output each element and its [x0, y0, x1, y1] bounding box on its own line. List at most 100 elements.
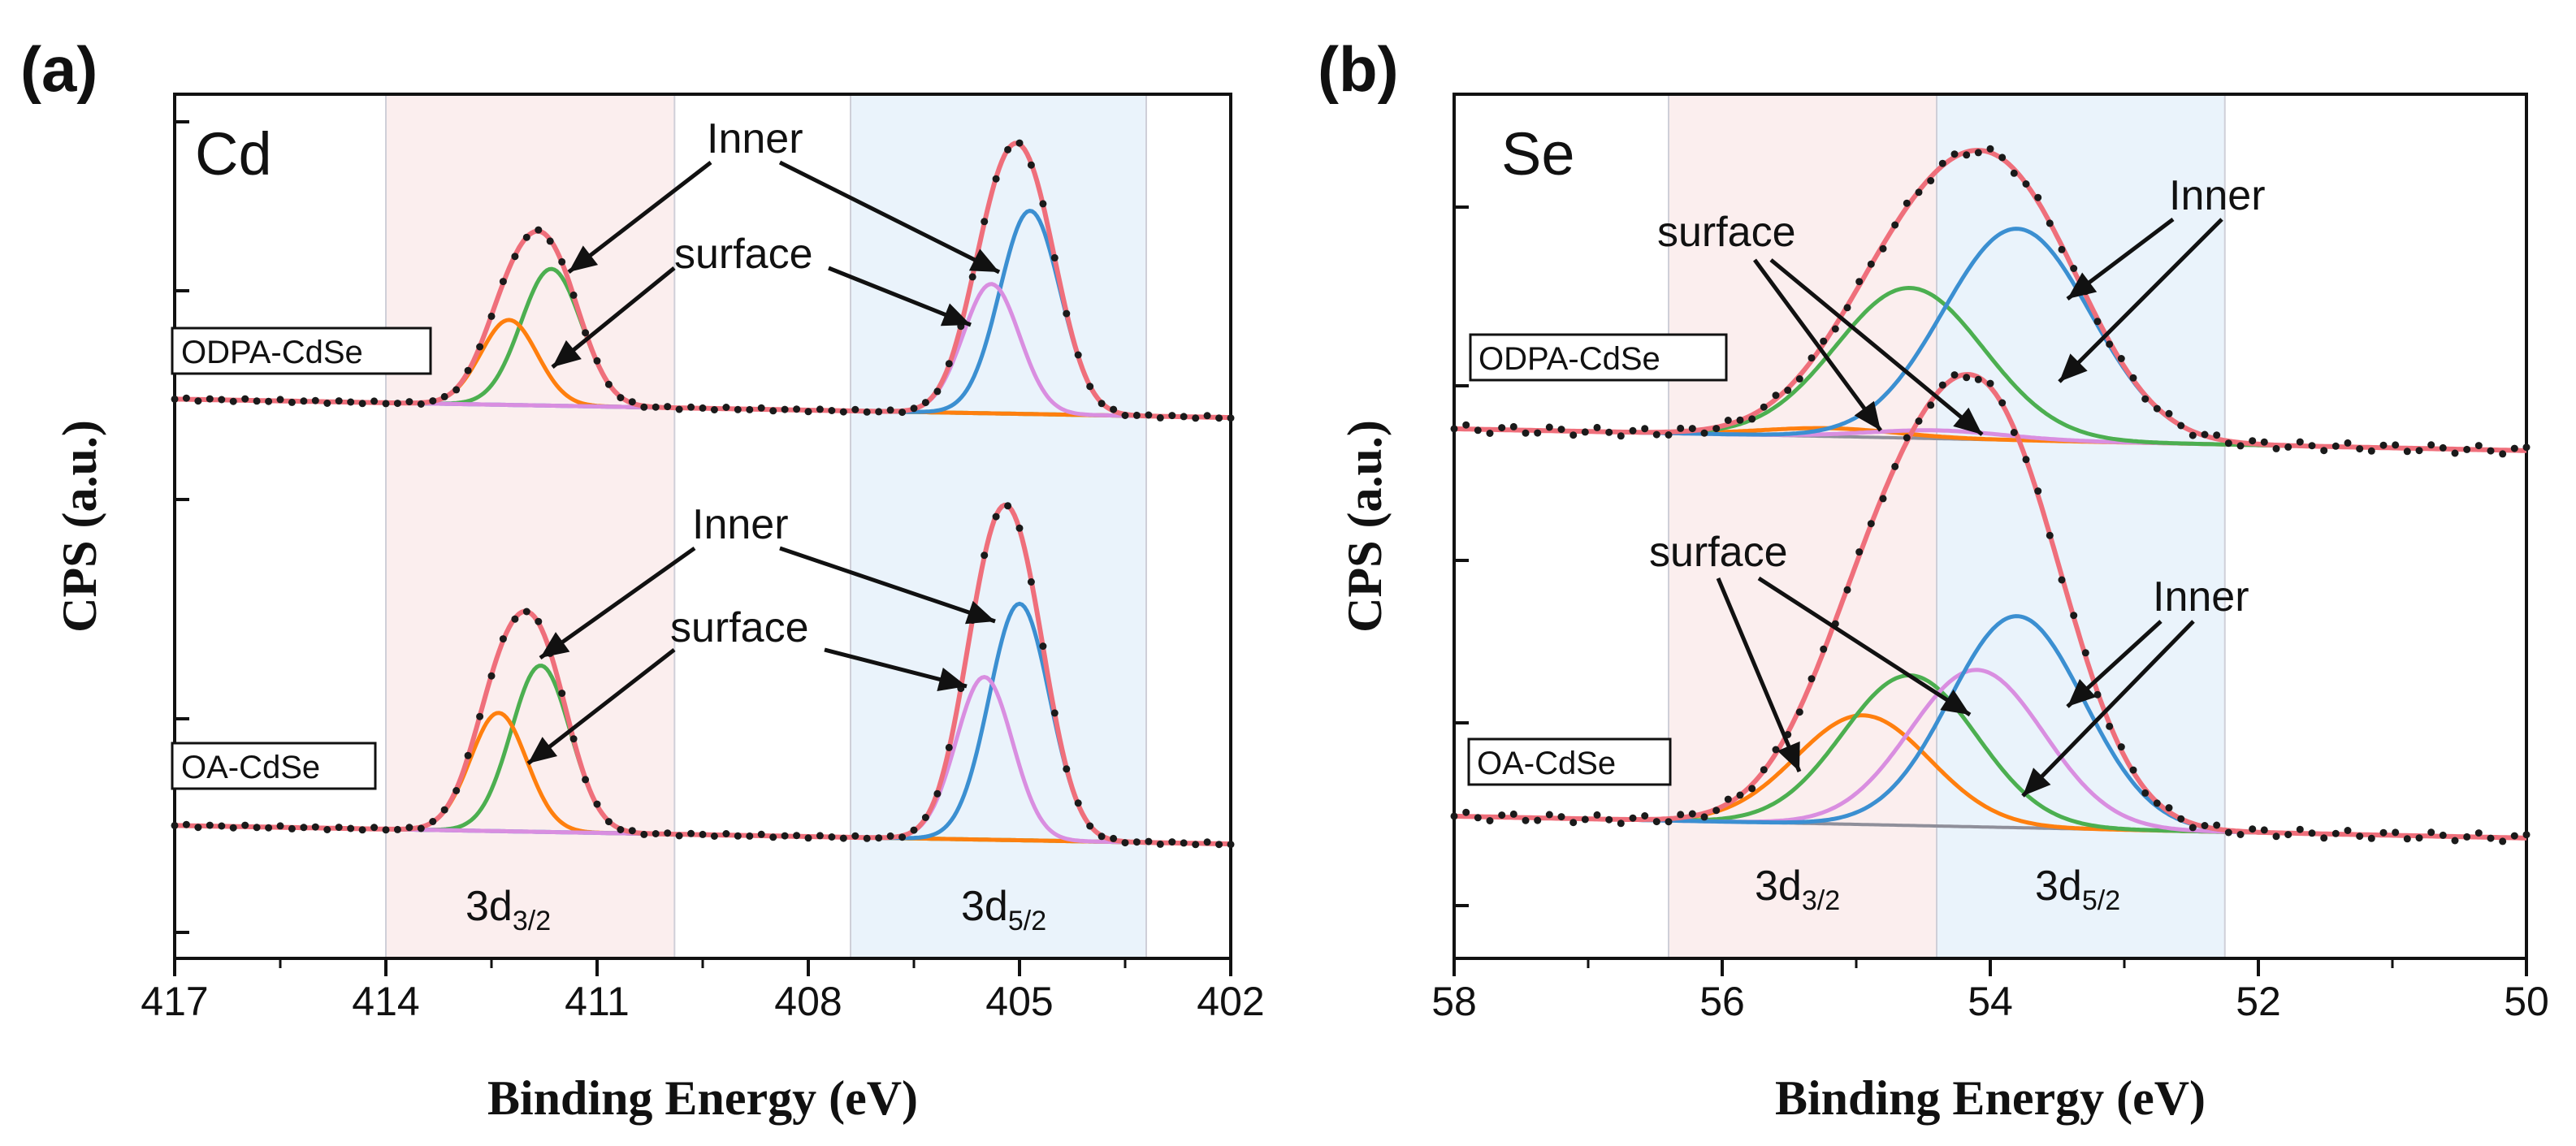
panel-b-oa-raw-data-point	[1629, 814, 1637, 822]
panel-b-odpa-raw-data-point	[1867, 260, 1875, 268]
panel-a-oa-raw-data-point	[1110, 834, 1118, 842]
panel-b-oa-raw-data-point	[1545, 811, 1553, 819]
panel-a-oa-raw-data-point	[582, 776, 590, 784]
panel-b-oa-raw-data-point	[2510, 832, 2518, 840]
panel-b-oa-raw-data-point	[1534, 816, 1542, 824]
panel-a-odpa-raw-data-point	[863, 408, 871, 416]
panel-b-odpa-raw-data-point	[2189, 431, 2197, 439]
panel-b-oa-raw-data-point	[2427, 828, 2435, 837]
panel-a-oa-label: OA-CdSe	[181, 750, 320, 785]
panel-b-odpa-raw-data-point	[2224, 439, 2232, 448]
panel-a-oa-raw-data-point	[1086, 822, 1094, 830]
panel-b-oa-raw-data-point	[1867, 520, 1875, 528]
panel-a-odpa-raw-data-point	[746, 405, 754, 413]
panel-a-sample-oa: OA-CdSe	[171, 742, 377, 790]
panel-a-oa-raw-data-point	[558, 690, 566, 698]
panel-b-odpa-raw-data-point	[1498, 424, 1506, 432]
panel-b-odpa-raw-data-point	[1462, 421, 1470, 429]
panel-b-odpa-raw-data-point	[2344, 439, 2352, 447]
panel-a-odpa-raw-data-point	[1145, 411, 1153, 419]
panel-b-odpa-raw-data-point	[2058, 245, 2066, 253]
panel-b-arrow-surface-top-right	[1769, 258, 1984, 436]
panel-a-odpa-raw-data-point	[476, 343, 484, 351]
panel-a-odpa-raw-data-point	[652, 403, 660, 411]
panel-b-oa-raw-data-point	[1462, 808, 1470, 816]
panel-b-odpa-raw-data-point	[1891, 221, 1899, 229]
panel-a-element-label: Cd	[195, 120, 272, 188]
panel-a-oa-raw-data-point	[511, 615, 519, 623]
panel-b-arrow-inner-top-right	[2058, 218, 2223, 383]
panel-a-oa-raw-data-point	[1192, 841, 1200, 849]
panel-b-oa-raw-data-point	[2117, 743, 2125, 751]
panel-b-oa-raw-data-point	[1843, 586, 1851, 594]
panel-b-arrow-inner-top-left	[2066, 218, 2175, 301]
panel-a-odpa-raw-data-point	[276, 396, 284, 404]
panel-b-odpa-raw-data-point	[1593, 423, 1601, 431]
panel-a-oa-raw-data-point	[452, 787, 461, 794]
panel-b-odpa-raw-data-point	[2308, 442, 2316, 450]
panel-a-oa-raw-data-point	[393, 825, 401, 833]
panel-a-oa-raw-data-point	[1156, 840, 1164, 848]
panel-a-oa-raw-data-point	[769, 833, 777, 841]
panel-a-oa-raw-data-point	[1050, 709, 1059, 717]
panel-b-x-tick-label: 52	[2236, 979, 2281, 1024]
panel-b-oa-raw-data-point	[1581, 815, 1589, 824]
panel-b-oa-raw-data-point	[2093, 690, 2102, 698]
panel-a-odpa-raw-data-point	[347, 398, 355, 406]
panel-a-oa-raw-data-point	[1074, 799, 1082, 807]
panel-b-odpa-raw-data-point	[2213, 431, 2221, 439]
panel-b-arrow-inner-bottom-right	[2021, 620, 2195, 798]
panel-a-sample-odpa: ODPA-CdSe	[171, 327, 432, 375]
panel-b-oa-raw-data-point	[1450, 812, 1458, 820]
panel-a-odpa-raw-data-point	[300, 397, 308, 405]
panel-b-odpa-raw-data-point	[2046, 219, 2054, 227]
panel-a-oa-raw-data-point	[522, 608, 530, 616]
panel-b-surface-annotation-bottom: surface	[1649, 529, 1788, 576]
panel-b-oa-raw-data-point	[2058, 576, 2066, 584]
panel-a-oa-raw-data-point	[933, 789, 942, 798]
panel-b-odpa-raw-data-point	[1641, 425, 1649, 433]
panel-a-odpa-raw-data-point	[335, 397, 343, 405]
panel-a-oa-raw-data-point	[734, 832, 742, 840]
panel-b-odpa-raw-data-point	[2153, 404, 2161, 413]
panel-a-oa-raw-data-point	[265, 824, 273, 832]
panel-a-oa-raw-data-point	[793, 832, 801, 840]
panel-a-oa-raw-data-point	[323, 826, 331, 833]
panel-a-oa-raw-data-point	[358, 826, 366, 834]
panel-b-oa-raw-data-point	[2487, 834, 2495, 842]
panel-b-odpa-raw-data-point	[1855, 278, 1864, 286]
panel-a-odpa-raw-data-point	[945, 360, 953, 368]
panel-a-odpa-raw-data-point	[1050, 253, 1059, 262]
panel-a-y-axis-label: CPS (a.u.)	[53, 420, 106, 633]
panel-a-oa-raw-data-point	[886, 832, 894, 840]
panel-b-inner-annotation-top: Inner	[2169, 172, 2266, 219]
panel-b-oa-raw-data-point	[2213, 821, 2221, 829]
panel-a-arrow-surface-top-left	[551, 266, 676, 369]
panel-a-oa-raw-data-point	[921, 814, 929, 821]
panel-b-y-axis-label: CPS (a.u.)	[1338, 420, 1392, 633]
panel-a-odpa-raw-data-point	[1015, 139, 1024, 147]
panel-a-odpa-raw-data-point	[1110, 405, 1118, 413]
panel-b-odpa-raw-data-point	[2474, 442, 2483, 450]
panel-a-odpa-raw-data-point	[1098, 400, 1106, 408]
panel-b-oa-raw-data-point	[1760, 766, 1768, 774]
panel-a-odpa-raw-data-point	[1132, 411, 1141, 419]
panel-b-odpa-raw-data-point	[1736, 416, 1744, 424]
panel-b-oa-raw-data-point	[1498, 811, 1506, 819]
panel-a-odpa-raw-data-point	[569, 291, 578, 299]
panel-a-odpa-raw-data-point	[487, 312, 496, 320]
panel-b-odpa-raw-data-point	[2070, 265, 2078, 272]
panel-b-oa-raw-data-point	[1605, 815, 1613, 824]
panel-b-odpa-raw-data-point	[2106, 340, 2114, 348]
panel-a-odpa-raw-data-point	[828, 407, 836, 414]
panel-b-arrow-surface-bottom-left	[1716, 577, 1802, 772]
panel-a-x-tick-label: 405	[985, 979, 1053, 1024]
panel-a-x-tick-label: 417	[141, 979, 208, 1024]
panel-b-oa-raw-data-point	[1736, 791, 1744, 799]
panel-a-odpa-raw-data-point	[218, 396, 226, 404]
panel-a-odpa-raw-data-point	[405, 398, 413, 406]
panel-b-inner-annotation-bottom: Inner	[2153, 573, 2249, 621]
panel-b-odpa-box	[1469, 333, 1728, 382]
panel-b-oa-raw-data-point	[2141, 789, 2150, 797]
panel-a-oa-raw-data-point	[875, 834, 883, 842]
